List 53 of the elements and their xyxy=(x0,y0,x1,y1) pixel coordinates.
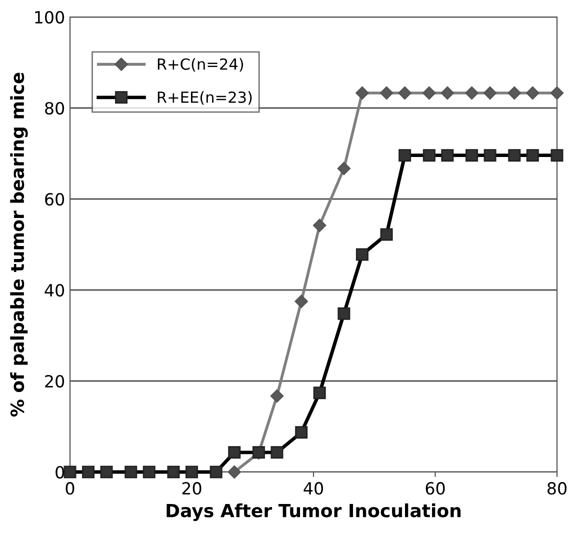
point xyxy=(167,466,180,478)
point xyxy=(186,466,198,478)
point xyxy=(466,149,478,162)
point xyxy=(484,149,496,162)
y-tick-label: 40 xyxy=(44,284,64,297)
point xyxy=(441,149,454,162)
point xyxy=(380,228,393,241)
point xyxy=(313,386,326,400)
y-tick-label: 80 xyxy=(45,102,64,115)
point xyxy=(550,149,564,162)
point xyxy=(337,162,351,176)
y-axis-title: % of palpable tumor bearing mice xyxy=(10,72,28,417)
legend-label: R+EE(n=23) xyxy=(158,91,252,105)
point xyxy=(483,86,497,100)
point xyxy=(508,86,521,100)
point xyxy=(356,248,368,261)
point xyxy=(338,307,350,320)
legend-label: R+C(n=24) xyxy=(158,58,244,72)
point xyxy=(270,389,284,403)
x-tick-label: 0 xyxy=(66,482,74,495)
point xyxy=(82,466,95,478)
point xyxy=(526,149,539,162)
point xyxy=(100,466,113,478)
point xyxy=(210,466,222,478)
point xyxy=(295,426,308,439)
point xyxy=(270,446,284,459)
point xyxy=(550,86,564,100)
point xyxy=(228,465,241,479)
point xyxy=(440,86,454,100)
point xyxy=(398,149,412,162)
point xyxy=(313,218,326,232)
point xyxy=(422,86,436,100)
y-tick-label: 0 xyxy=(56,466,64,479)
point xyxy=(356,86,369,100)
x-axis-title: Days After Tumor Inoculation xyxy=(166,503,461,522)
y-tick-label: 60 xyxy=(45,192,64,206)
x-tick-label: 60 xyxy=(426,482,445,495)
y-tick-label: 20 xyxy=(45,374,64,388)
point xyxy=(294,294,308,308)
point xyxy=(465,86,478,100)
point xyxy=(526,86,540,100)
point xyxy=(64,466,76,478)
point xyxy=(398,86,412,100)
x-tick-label: 20 xyxy=(182,482,202,495)
x-tick-label: 40 xyxy=(304,482,323,495)
point xyxy=(508,149,521,162)
point xyxy=(124,466,138,478)
point xyxy=(422,149,436,162)
x-tick-label: 80 xyxy=(548,482,566,495)
point xyxy=(380,86,394,100)
point xyxy=(142,466,156,478)
y-tick-label: 100 xyxy=(35,10,64,24)
point xyxy=(228,446,241,459)
